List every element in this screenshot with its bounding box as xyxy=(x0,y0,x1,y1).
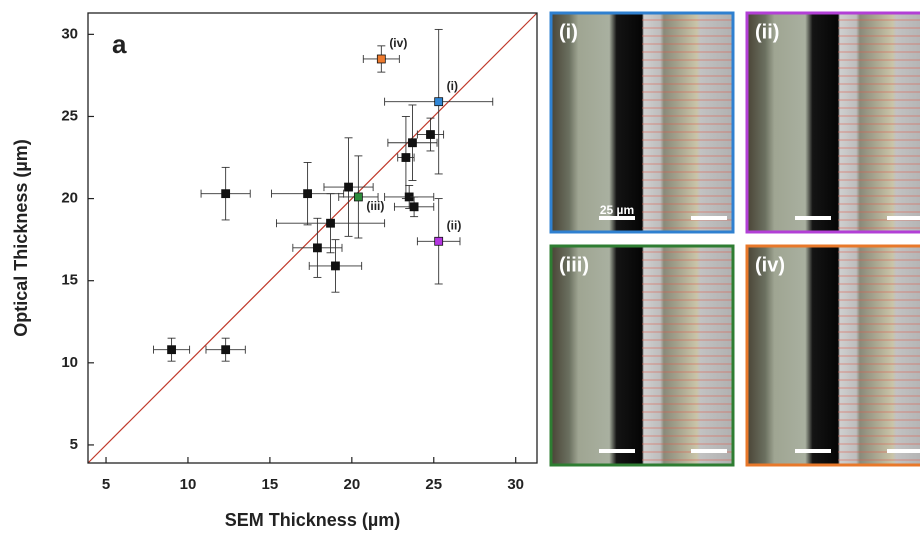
panel-label: a xyxy=(112,29,127,59)
point xyxy=(167,345,176,355)
point xyxy=(221,345,231,355)
image-panel: (iv) xyxy=(745,244,920,467)
x-tick-label: 15 xyxy=(262,476,279,493)
y-tick-label: 10 xyxy=(61,354,78,371)
measurement-lines xyxy=(838,13,920,232)
panel-label: (iii) xyxy=(559,254,589,276)
image-panel: (ii) xyxy=(745,11,920,234)
panel-label: (iv) xyxy=(755,254,785,276)
point xyxy=(409,202,419,212)
measurement-lines xyxy=(642,246,733,465)
scale-bar-label: 25 µm xyxy=(600,203,634,217)
y-tick-label: 25 xyxy=(61,107,78,124)
point xyxy=(331,261,340,271)
point xyxy=(221,189,231,199)
point-label: (iii) xyxy=(366,199,384,213)
y-tick-label: 5 xyxy=(70,436,78,453)
scale-bar xyxy=(887,216,920,220)
measurement-lines xyxy=(642,13,733,232)
point xyxy=(376,54,386,64)
point xyxy=(426,130,435,139)
image-panels: (i) (ii) (iii) (iv) 25 µm xyxy=(549,11,920,467)
point-label: (iv) xyxy=(389,36,407,50)
panel-border xyxy=(745,244,920,467)
scale-bar xyxy=(795,449,831,453)
reference-line xyxy=(87,12,538,464)
panel-border xyxy=(549,244,735,467)
point xyxy=(326,218,335,228)
x-tick-label: 5 xyxy=(102,476,110,493)
point-label: (i) xyxy=(447,79,458,93)
y-tick-label: 20 xyxy=(61,190,78,207)
point xyxy=(434,236,444,246)
scale-bar xyxy=(599,449,635,453)
x-axis-title: SEM Thickness (µm) xyxy=(225,510,400,530)
x-tick-label: 30 xyxy=(507,476,524,493)
measurement-lines xyxy=(838,246,920,465)
panel-border xyxy=(745,11,920,234)
scale-bar xyxy=(795,216,831,220)
plot-frame xyxy=(87,12,538,464)
point xyxy=(313,243,322,253)
image-panel: (iii) xyxy=(549,244,735,467)
image-panel: (i) xyxy=(549,11,735,234)
y-axis-title: Optical Thickness (µm) xyxy=(11,139,31,336)
point xyxy=(408,138,417,148)
point xyxy=(401,153,411,162)
x-tick-label: 20 xyxy=(343,476,360,493)
scale-bar xyxy=(691,449,727,453)
plot: 5 10 15 20 25 30 5 10 15 20 25 30 SEM Thickness (µm)… xyxy=(11,12,538,530)
panel-border xyxy=(549,11,735,234)
y-tick-label: 15 xyxy=(61,272,78,289)
point xyxy=(434,97,444,107)
scale-bar xyxy=(887,449,920,453)
point xyxy=(303,189,312,199)
scale-bar xyxy=(599,216,635,220)
x-tick-label: 25 xyxy=(425,476,442,493)
panel-label: (i) xyxy=(559,21,578,43)
y-tick-label: 30 xyxy=(61,25,78,42)
point xyxy=(344,182,353,192)
point xyxy=(353,192,363,202)
panel-label: (ii) xyxy=(755,21,779,43)
x-tick-label: 10 xyxy=(180,476,197,493)
point-label: (ii) xyxy=(447,218,462,232)
scale-bar xyxy=(691,216,727,220)
